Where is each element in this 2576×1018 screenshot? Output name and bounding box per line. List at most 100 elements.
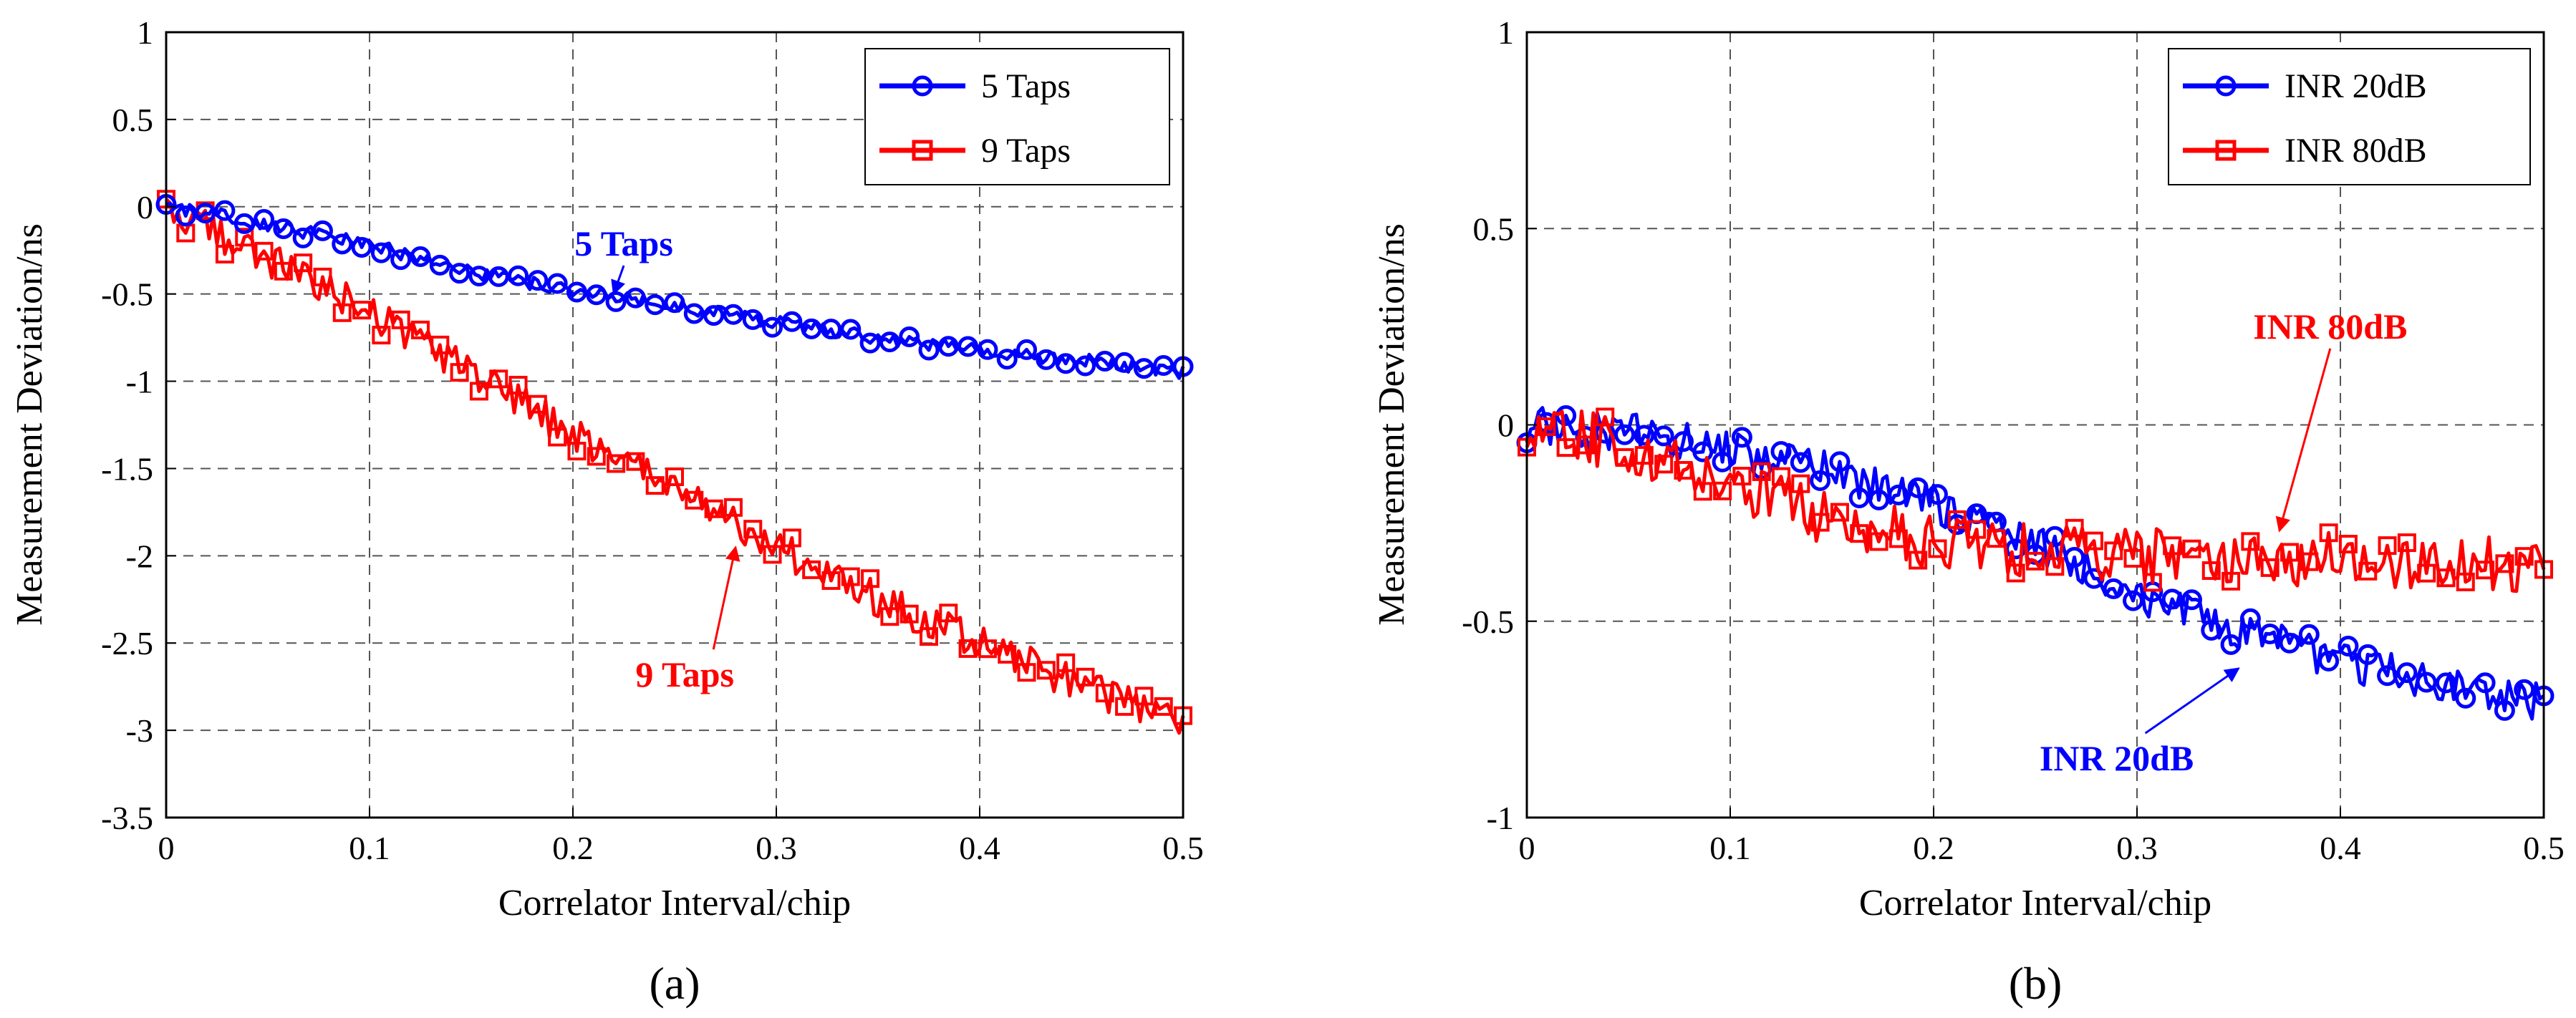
series-marker-5-taps — [1036, 349, 1057, 370]
series-marker-9-taps — [607, 454, 626, 473]
legend-item-inr-80db: INR 80dB — [2183, 132, 2427, 170]
series-marker-inr-80db — [1732, 467, 1752, 486]
annotation-arrow-9-taps — [712, 546, 741, 650]
series-marker-9-taps — [411, 320, 430, 339]
series-marker-5-taps — [1016, 339, 1038, 360]
series-marker-inr-80db — [1869, 532, 1888, 551]
series-marker-inr-20db — [1614, 424, 1636, 445]
series-marker-inr-20db — [2514, 679, 2535, 700]
series-marker-inr-80db — [2201, 561, 2221, 581]
series-marker-inr-20db — [1731, 427, 1752, 448]
series-marker-5-taps — [449, 263, 471, 284]
series-marker-inr-20db — [1868, 489, 1890, 510]
series-marker-9-taps — [1056, 653, 1076, 672]
series-marker-5-taps — [332, 233, 353, 255]
x-tick-label: 0 — [1519, 830, 1535, 866]
series-marker-9-taps — [313, 267, 332, 286]
x-tick-label: 0.1 — [1709, 830, 1751, 866]
series-marker-9-taps — [685, 490, 704, 510]
series-marker-inr-20db — [2318, 650, 2340, 672]
series-marker-inr-20db — [2298, 624, 2320, 645]
series-marker-inr-20db — [2103, 578, 2124, 599]
series-marker-inr-80db — [2026, 551, 2045, 571]
x-tick-label: 0.5 — [1162, 830, 1204, 866]
series-marker-5-taps — [957, 336, 979, 357]
series-marker-inr-80db — [1713, 481, 1732, 500]
series-marker-5-taps — [645, 294, 666, 316]
series-marker-inr-20db — [1810, 470, 1831, 491]
series-marker-5-taps — [977, 339, 998, 360]
series-marker-5-taps — [1055, 353, 1076, 374]
series-marker-9-taps — [665, 467, 684, 486]
series-marker-5-taps — [996, 349, 1018, 370]
caption-a: (a) — [649, 958, 700, 1009]
legend-marker-inr-80db — [2215, 140, 2237, 161]
series-marker-inr-20db — [2181, 589, 2202, 611]
series-marker-inr-80db — [1772, 467, 1790, 486]
series-group-b — [1516, 404, 2555, 721]
y-tick-label: -1 — [126, 364, 153, 400]
y-tick-label: -2.5 — [101, 625, 153, 661]
series-marker-5-taps — [859, 332, 881, 354]
series-marker-5-taps — [1074, 355, 1096, 377]
series-marker-inr-20db — [1790, 452, 1811, 473]
series-marker-inr-20db — [2161, 588, 2183, 610]
series-marker-inr-20db — [1907, 477, 1929, 498]
series-marker-5-taps — [312, 220, 333, 241]
series-marker-5-taps — [195, 203, 216, 224]
series-marker-9-taps — [372, 326, 391, 345]
series-marker-inr-80db — [2397, 533, 2416, 553]
series-marker-9-taps — [841, 567, 860, 586]
series-marker-inr-80db — [2084, 531, 2103, 551]
series-marker-5-taps — [508, 265, 529, 286]
x-tick-label: 0.2 — [1913, 830, 1954, 866]
legend-b: INR 20dB INR 80dB — [2168, 48, 2531, 185]
series-marker-inr-20db — [2416, 672, 2437, 693]
series-marker-9-taps — [1017, 663, 1036, 682]
series-marker-9-taps — [528, 394, 547, 414]
series-marker-inr-80db — [2358, 561, 2378, 581]
annotations-a: 5 Taps 9 Taps — [574, 223, 741, 694]
annotations-b: INR 80dB INR 20dB — [2040, 306, 2408, 778]
legend-label-9-taps: 9 Taps — [981, 132, 1071, 170]
y-tick-label: 0.5 — [112, 102, 154, 138]
series-marker-9-taps — [899, 604, 919, 624]
series-marker-5-taps — [1153, 355, 1174, 377]
series-marker-9-taps — [998, 644, 1017, 664]
series-marker-inr-20db — [1692, 441, 1714, 462]
series-line-inr-80db — [1525, 409, 2546, 593]
x-tick-label: 0.1 — [349, 830, 390, 866]
series-marker-5-taps — [683, 303, 705, 324]
series-marker-5-taps — [390, 249, 412, 271]
series-marker-inr-20db — [2239, 608, 2261, 629]
series-marker-9-taps — [763, 545, 782, 564]
x-tick-label: 0.3 — [2116, 830, 2158, 866]
series-marker-inr-80db — [1810, 513, 1830, 532]
series-marker-5-taps — [1094, 350, 1116, 372]
y-tick-label: 0 — [1497, 407, 1514, 444]
legend-label-5-taps: 5 Taps — [981, 67, 1071, 105]
series-marker-inr-80db — [1830, 503, 1849, 522]
series-marker-inr-80db — [1596, 407, 1615, 427]
series-marker-5-taps — [624, 287, 646, 309]
series-marker-9-taps — [1076, 667, 1095, 687]
x-tick-label: 0.5 — [2523, 830, 2565, 866]
series-marker-5-taps — [918, 339, 940, 361]
series-marker-9-taps — [861, 569, 880, 588]
tick-labels-a: 0 0.1 0.2 0.3 0.4 0.5 1 0.5 0 -0.5 -1 -1.5 -2 -2.5 -3 -… — [101, 14, 1204, 866]
chart-panel-a: 0 0.1 0.2 0.3 0.4 0.5 1 0.5 0 -0.5 -1 -1.5 -2 -2.5 -3 -… — [9, 14, 1204, 1009]
series-marker-9-taps — [235, 228, 254, 247]
series-marker-inr-20db — [1770, 441, 1792, 462]
series-marker-5-taps — [742, 309, 763, 330]
annotation-inr-20db: INR 20dB — [2040, 738, 2194, 778]
series-marker-inr-20db — [2064, 546, 2085, 568]
series-marker-inr-80db — [2495, 554, 2514, 573]
series-marker-inr-20db — [2494, 699, 2515, 721]
series-marker-9-taps — [1134, 687, 1154, 706]
series-marker-5-taps — [273, 218, 294, 239]
annotation-arrow-5-taps — [611, 265, 626, 296]
series-marker-5-taps — [292, 227, 314, 248]
series-marker-inr-80db — [2182, 539, 2201, 558]
series-marker-inr-20db — [2377, 665, 2398, 687]
series-marker-inr-80db — [1556, 438, 1576, 457]
